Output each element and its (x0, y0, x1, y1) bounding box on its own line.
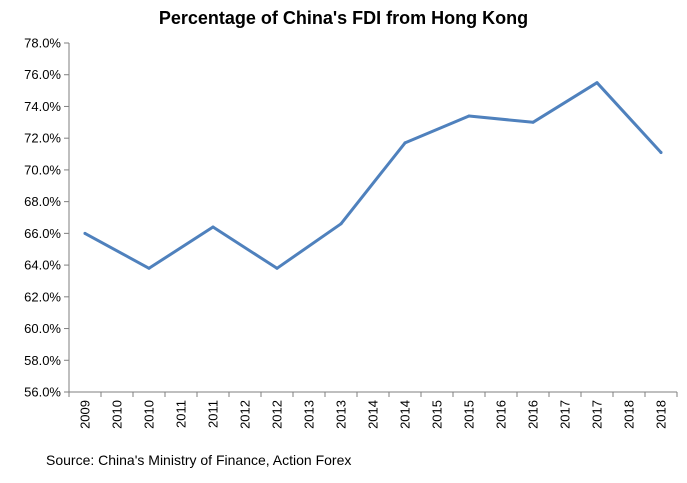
x-tick-label: 2011 (206, 400, 221, 428)
y-tick-label: 68.0% (24, 194, 61, 209)
x-tick-label: 2012 (270, 400, 285, 429)
y-tick-label: 64.0% (24, 258, 61, 273)
data-point-2014 (403, 141, 407, 145)
x-tick-label: 2016 (526, 400, 541, 429)
y-tick-label: 74.0% (24, 99, 61, 114)
data-point-2013 (339, 222, 343, 226)
x-tick-label: 2013 (302, 400, 317, 429)
x-tick-label: 2013 (334, 400, 349, 429)
y-tick-label: 78.0% (24, 36, 61, 51)
y-tick-label: 76.0% (24, 67, 61, 82)
data-point-2015 (467, 114, 471, 118)
x-tick-label: 2017 (590, 400, 605, 429)
x-tick-label: 2014 (366, 400, 381, 429)
x-axis: 2009 2010 2010 2011 2011 2012 2012 2013 2013 2014… (68, 391, 678, 429)
source-note: Source: China's Ministry of Finance, Act… (46, 452, 352, 468)
series (83, 81, 663, 270)
x-tick-label: 2016 (494, 400, 509, 429)
x-tick-label: 2009 (78, 400, 93, 429)
y-tick-label: 58.0% (24, 353, 61, 368)
x-tick-label: 2018 (654, 400, 669, 429)
y-tick-label: 62.0% (24, 289, 61, 304)
y-tick-label: 72.0% (24, 131, 61, 146)
y-tick-label: 66.0% (24, 226, 61, 241)
x-tick-label: 2014 (398, 400, 413, 429)
x-tick-label: 2010 (142, 400, 157, 429)
y-tick-label: 56.0% (24, 385, 61, 400)
chart-title: Percentage of China's FDI from Hong Kong (158, 8, 529, 28)
x-tick-label: 2017 (558, 400, 573, 429)
y-tick-label: 60.0% (24, 321, 61, 336)
y-axis: 56.0% 58.0% 60.0% 62.0% 64.0% 66.0% 68.0% 70.0%… (24, 36, 70, 400)
x-tick-label: 2010 (110, 400, 125, 429)
data-point-2010 (147, 266, 151, 270)
data-point-2012 (275, 266, 279, 270)
data-point-2018 (659, 151, 663, 154)
data-point-2009 (83, 231, 87, 235)
series-line (83, 81, 663, 270)
data-point-2011 (211, 225, 215, 229)
data-point-2017 (595, 81, 599, 85)
x-tick-label: 2018 (622, 400, 637, 429)
x-tick-label: 2012 (238, 400, 253, 429)
y-tick-label: 70.0% (24, 162, 61, 177)
x-tick-label: 2015 (462, 400, 477, 429)
x-tick-label: 2015 (430, 400, 445, 429)
data-point-2016 (531, 120, 535, 124)
x-tick-label: 2011 (174, 400, 189, 428)
